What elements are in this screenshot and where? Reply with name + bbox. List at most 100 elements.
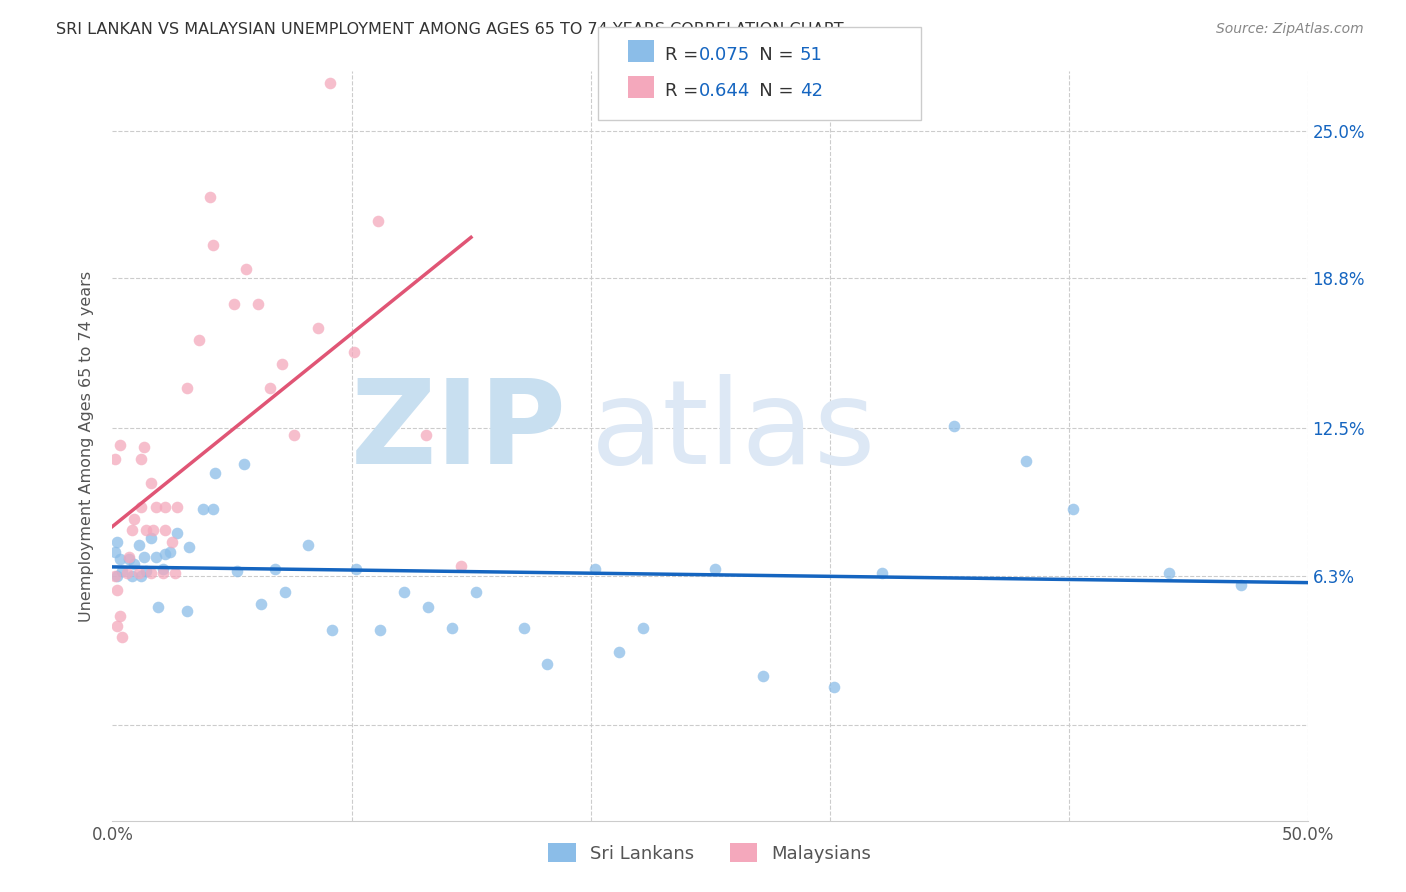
Point (321, 624, 343, 638)
Point (108, 609, 131, 624)
Point (153, 547, 176, 561)
Point (162, 535, 183, 549)
Point (307, 321, 329, 335)
Point (176, 604, 198, 618)
Point (259, 381, 281, 395)
Point (121, 568, 143, 582)
Point (105, 618, 128, 632)
Point (368, 624, 391, 638)
Point (1157, 566, 1180, 581)
Point (111, 631, 134, 645)
Point (177, 540, 200, 554)
Point (193, 502, 215, 516)
Point (145, 500, 167, 514)
Point (132, 440, 155, 454)
Point (115, 566, 138, 581)
Point (416, 599, 439, 614)
Point (159, 545, 181, 559)
Point (129, 452, 152, 467)
Text: atlas: atlas (591, 374, 876, 489)
Point (108, 552, 131, 566)
Point (264, 561, 287, 575)
Point (128, 538, 150, 552)
Point (201, 502, 224, 516)
Point (122, 511, 145, 525)
Point (118, 552, 141, 566)
Point (139, 566, 162, 581)
Y-axis label: Unemployment Among Ages 65 to 74 years: Unemployment Among Ages 65 to 74 years (79, 270, 94, 622)
Point (942, 418, 965, 433)
Point (583, 561, 606, 575)
Point (751, 668, 773, 682)
Point (607, 645, 630, 659)
Point (464, 585, 486, 599)
Point (450, 559, 472, 574)
Point (139, 531, 162, 545)
Point (204, 467, 226, 481)
Point (187, 333, 209, 347)
Point (135, 564, 157, 578)
Point (319, 76, 342, 90)
Point (512, 621, 534, 635)
Point (235, 261, 257, 276)
Point (536, 657, 558, 671)
Point (224, 297, 246, 311)
Point (166, 525, 188, 540)
Point (163, 566, 186, 581)
Point (415, 428, 437, 442)
Point (1229, 578, 1251, 592)
Point (132, 549, 155, 564)
Point (631, 621, 654, 635)
Point (105, 568, 128, 582)
Point (233, 457, 256, 471)
Point (139, 475, 162, 490)
Point (111, 564, 134, 578)
Legend: Sri Lankans, Malaysians: Sri Lankans, Malaysians (540, 834, 880, 871)
Point (153, 500, 176, 514)
Point (105, 535, 128, 549)
Point (104, 452, 127, 467)
Point (1014, 454, 1036, 468)
Point (440, 621, 463, 635)
Point (129, 568, 152, 582)
Point (152, 566, 174, 581)
Point (121, 524, 143, 538)
Point (344, 561, 367, 575)
Point (104, 545, 127, 559)
Point (146, 599, 169, 614)
Point (271, 357, 294, 371)
Point (247, 297, 270, 311)
Point (142, 524, 165, 538)
Point (249, 597, 271, 611)
Point (273, 585, 295, 599)
Point (1062, 502, 1084, 516)
Text: 0.644: 0.644 (699, 82, 751, 100)
Point (108, 438, 131, 452)
Point (128, 566, 150, 581)
Point (225, 564, 247, 578)
Point (297, 538, 319, 552)
Point (153, 524, 176, 538)
Point (201, 238, 224, 252)
Point (104, 568, 127, 582)
Point (283, 428, 305, 442)
Text: N =: N = (742, 82, 800, 100)
Text: 42: 42 (800, 82, 823, 100)
Point (392, 585, 415, 599)
Text: R =: R = (665, 46, 704, 64)
Point (200, 190, 222, 204)
Text: 51: 51 (800, 46, 823, 64)
Text: ZIP: ZIP (350, 374, 567, 489)
Text: R =: R = (665, 82, 704, 100)
Point (367, 214, 389, 228)
Point (343, 345, 366, 359)
Point (118, 549, 141, 564)
Text: 0.075: 0.075 (699, 46, 749, 64)
Point (122, 557, 145, 571)
Point (703, 561, 725, 575)
Point (870, 566, 893, 581)
Text: SRI LANKAN VS MALAYSIAN UNEMPLOYMENT AMONG AGES 65 TO 74 YEARS CORRELATION CHART: SRI LANKAN VS MALAYSIAN UNEMPLOYMENT AMO… (56, 22, 844, 37)
Point (176, 381, 198, 395)
Text: N =: N = (742, 46, 800, 64)
Point (166, 500, 188, 514)
